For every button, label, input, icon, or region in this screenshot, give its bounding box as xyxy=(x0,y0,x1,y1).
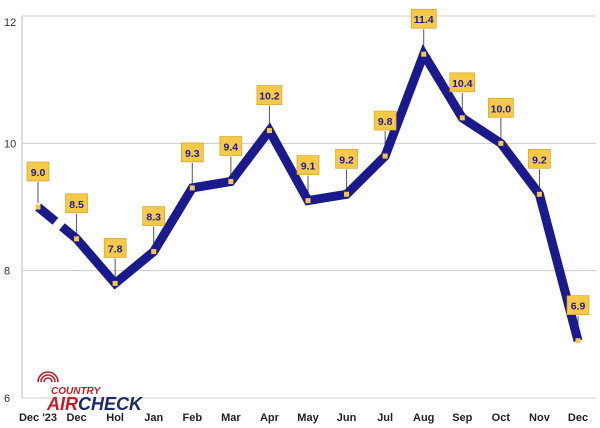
data-label-box xyxy=(449,72,476,93)
data-label: 8.5 xyxy=(69,199,84,211)
data-label-box xyxy=(65,193,88,214)
logo-check-text: CHECK xyxy=(78,394,144,414)
data-label: 9.4 xyxy=(224,142,239,154)
x-tick-label: Hol xyxy=(106,412,124,424)
x-tick-label: Jul xyxy=(377,412,393,424)
country-aircheck-logo: COUNTRY AIRCHECK xyxy=(37,371,144,414)
series-line-segment xyxy=(59,43,583,342)
data-point xyxy=(189,185,195,191)
x-tick-label: Mar xyxy=(221,412,241,424)
x-tick-label: Dec xyxy=(66,412,86,424)
data-point xyxy=(536,191,542,197)
data-label-box xyxy=(180,142,204,163)
x-tick-label: Aug xyxy=(413,412,434,424)
data-label-box xyxy=(410,8,437,29)
data-label-box xyxy=(103,238,127,258)
data-label-box xyxy=(219,136,243,156)
data-label-box xyxy=(26,161,50,182)
x-tick-label: Dec xyxy=(568,412,588,424)
y-tick-label: 8 xyxy=(4,266,10,278)
data-label-box xyxy=(488,98,514,118)
x-tick-label: Jun xyxy=(337,412,357,424)
data-point xyxy=(74,236,80,242)
x-tick-label: Feb xyxy=(183,412,203,424)
logo-air-text: AIR xyxy=(46,394,78,414)
data-label-box xyxy=(256,85,283,105)
radio-waves-icon xyxy=(37,371,59,383)
data-point xyxy=(305,198,311,204)
data-label: 8.3 xyxy=(146,212,161,224)
data-label-box xyxy=(296,155,320,175)
series-line xyxy=(35,43,583,342)
data-point xyxy=(344,191,350,197)
y-axis: 6 8 10 12 xyxy=(4,16,23,405)
data-label: 10.2 xyxy=(259,91,280,103)
data-markers xyxy=(35,51,581,344)
data-point xyxy=(151,249,157,255)
x-tick-label: Jan xyxy=(144,412,163,424)
data-labels: 9.0 8.5 7.8 8.3 9.3 9.4 10.2 9.1 9.2 9.8 11.4 10.4 1… xyxy=(26,8,590,316)
data-point xyxy=(112,280,118,286)
data-label: 6.9 xyxy=(571,301,586,313)
data-label: 10.0 xyxy=(491,103,512,115)
y-tick-label: 12 xyxy=(4,17,16,29)
data-label: 9.2 xyxy=(339,154,354,166)
logo-country-text: COUNTRY xyxy=(51,386,102,397)
x-axis: Dec '23 Dec Hol Jan Feb Mar Apr May Jun Jul Aug Sep… xyxy=(19,412,588,424)
data-point xyxy=(266,128,272,134)
data-point xyxy=(421,51,427,57)
x-tick-label: Nov xyxy=(529,412,551,424)
data-point xyxy=(35,204,41,210)
data-label: 9.2 xyxy=(532,154,547,166)
logo-aircheck-text: AIRCHECK xyxy=(46,394,144,414)
data-point xyxy=(459,115,465,121)
data-label-box xyxy=(528,148,551,169)
series-line-segment xyxy=(35,203,59,225)
label-leaders xyxy=(37,29,579,337)
x-tick-label: Sep xyxy=(452,412,472,424)
x-tick-label: Oct xyxy=(492,412,511,424)
data-label: 9.0 xyxy=(31,167,46,179)
data-point xyxy=(575,338,581,344)
x-tick-label: Apr xyxy=(260,412,280,424)
data-label: 9.3 xyxy=(185,148,200,160)
data-label-box xyxy=(373,110,397,131)
data-label: 9.8 xyxy=(378,116,393,128)
data-label-box xyxy=(335,148,358,169)
y-tick-label: 10 xyxy=(4,138,16,150)
data-label: 9.1 xyxy=(301,161,316,173)
x-tick-label: May xyxy=(297,412,319,424)
data-point xyxy=(382,153,388,159)
data-label-box xyxy=(566,295,590,316)
y-tick-label: 6 xyxy=(4,393,10,405)
gridlines xyxy=(22,15,596,399)
data-label: 11.4 xyxy=(414,14,434,26)
data-label: 10.4 xyxy=(452,78,473,90)
data-label: 7.8 xyxy=(108,243,123,255)
data-label-box xyxy=(142,206,166,226)
data-point xyxy=(228,179,234,185)
x-tick-label: Dec '23 xyxy=(19,412,57,424)
data-point xyxy=(498,140,504,146)
